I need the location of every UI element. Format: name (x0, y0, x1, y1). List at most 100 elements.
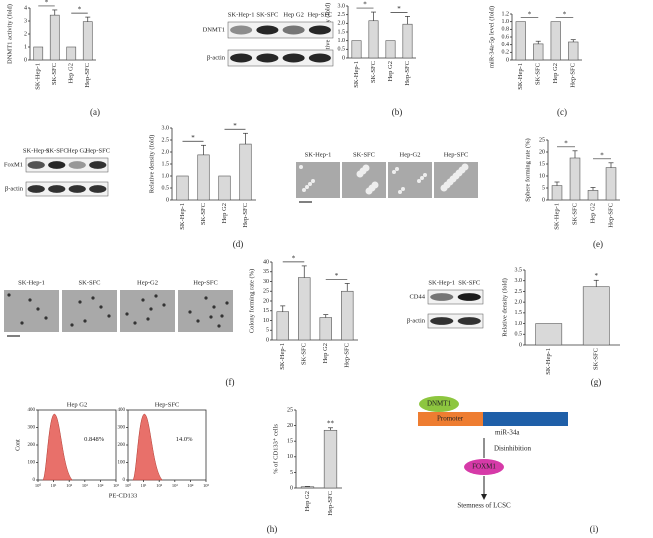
y-tick-label: 200 (28, 443, 36, 448)
image-label: Hep-SFC (193, 279, 218, 286)
image-label: SK-SFC (353, 151, 375, 158)
y-tick-label: 10 (263, 318, 269, 324)
cell-cluster (44, 316, 48, 320)
x-tick-label: SK-SFC (535, 63, 542, 85)
x-tick-label: 10⁰ (125, 483, 132, 488)
y-tick-label: 25 (263, 289, 269, 295)
step-label: Disinhibition (494, 445, 531, 453)
bar (82, 21, 93, 61)
bar (385, 40, 396, 59)
bar (197, 154, 210, 201)
y-tick-label: 4 (24, 5, 27, 11)
bar (605, 167, 617, 201)
y-tick-label: 300 (28, 426, 36, 431)
diagram: Promoter DNMT1 miR-34a Disinhibition FOX… (418, 396, 568, 510)
y-tick-label: 0 (519, 342, 522, 348)
cell-cluster (204, 296, 208, 300)
y-tick-label: 25 (287, 407, 293, 413)
y-tick-label: 1.0 (162, 173, 170, 179)
x-tick-label: 10¹ (141, 483, 148, 488)
y-tick-label: 5 (290, 470, 293, 476)
lane-label: Hep G2 (283, 11, 303, 18)
flow-title: Hep-SFC (155, 401, 180, 408)
lane-label: SK-SFC (256, 11, 278, 18)
x-tick-label: SK-SFC (370, 61, 377, 83)
y-tick-label: 0.5 (162, 185, 170, 191)
significance-label: * (564, 139, 568, 147)
bar (515, 21, 526, 61)
gate-percent: 14.0% (176, 436, 193, 443)
blot-band (457, 293, 481, 301)
y-tick-label: 5 (266, 328, 269, 334)
x-tick-label: Hep-SFC (607, 203, 614, 228)
x-tick-label: Hep G2 (221, 203, 228, 223)
lane-label: SK-Hep-1 (428, 279, 455, 286)
y-tick-label: 0.6 (502, 34, 510, 40)
blot-membrane (25, 157, 109, 173)
bar-chart: 0 5 10 15 20 25 30 35 40 Colony forming rate (%) S… (248, 255, 358, 370)
y-axis-title: Sphere forming rate (%) (524, 138, 531, 201)
protein-label: β-actin (407, 317, 426, 324)
cell-cluster (7, 293, 11, 297)
target-ellipse (464, 459, 504, 475)
micrograph (388, 162, 432, 198)
cell-cluster (305, 185, 309, 189)
x-tick-label: Hep-SFC (344, 343, 351, 368)
cell-cluster (149, 307, 153, 311)
cell-cluster (141, 298, 145, 302)
y-tick-label: 0.5 (338, 47, 346, 53)
bar (341, 290, 354, 341)
cell-cluster (371, 181, 379, 189)
enzyme-ellipse (419, 396, 459, 412)
x-tick-label: Hep G2 (589, 203, 596, 223)
y-tick-label: 2.0 (338, 21, 346, 27)
x-tick-label: Hep G2 (304, 491, 311, 511)
y-tick-label: 0 (342, 55, 345, 61)
cell-cluster (302, 188, 306, 192)
y-tick-label: 0.4 (502, 42, 510, 48)
blot-band (256, 25, 279, 35)
lane-label: SK-Hep-1 (23, 147, 50, 154)
bar (569, 157, 581, 201)
blot-band (308, 53, 331, 63)
x-tick-label: SK-Hep-1 (35, 63, 42, 90)
y-tick-label: 3.0 (515, 278, 523, 284)
y-tick-label: 1.0 (338, 38, 346, 44)
x-tick-label: 10¹ (51, 483, 58, 488)
y-tick-label: 5 (542, 185, 545, 191)
cell-cluster (212, 305, 216, 309)
bar (66, 46, 77, 61)
x-tick-label: SK-Hep-1 (279, 343, 286, 370)
blot-band (430, 293, 454, 301)
significance-label: * (233, 122, 237, 130)
bar (298, 277, 311, 341)
blot-band (256, 53, 279, 63)
cell-cluster (99, 305, 103, 309)
bar-chart: 0 5 10 15 20 25 Sphere forming rate (%) SK-Hep-… (524, 137, 620, 230)
x-tick-label: Hep-SFC (327, 491, 334, 516)
cell-cluster (28, 298, 32, 302)
cell-cluster (146, 317, 150, 321)
micrograph (120, 290, 175, 332)
cell-cluster (461, 163, 469, 171)
x-tick-label: Hep-SFC (570, 63, 577, 88)
blot-membrane (227, 21, 334, 39)
bar-chart: 00.2 0.4 0.60.8 1.0 1.2 miR-34a-5p level (fol… (488, 6, 582, 90)
y-tick-label: 3 (24, 18, 27, 24)
cell-cluster (417, 179, 421, 183)
cell-cluster (133, 321, 137, 325)
x-tick-label: 10³ (82, 483, 89, 488)
micrograph-row: SK-Hep-1 SK-SFC Hep-G2 Hep-SFC (4, 279, 233, 337)
blot-band (48, 185, 66, 193)
outcome-label: Stemness of LCSC (457, 502, 511, 510)
cell-cluster (395, 167, 399, 171)
blot-band (89, 161, 107, 169)
blot-band (457, 317, 481, 325)
significance-label: * (595, 272, 599, 280)
protein-label: β-actin (5, 185, 24, 192)
x-tick-label: SK-Hep-1 (179, 203, 186, 230)
flow-histogram: Hep G2 0 100 200 300 400 10⁰ 10¹ 10² 10³ 10⁴ 10⁵ 0.8… (15, 401, 119, 488)
